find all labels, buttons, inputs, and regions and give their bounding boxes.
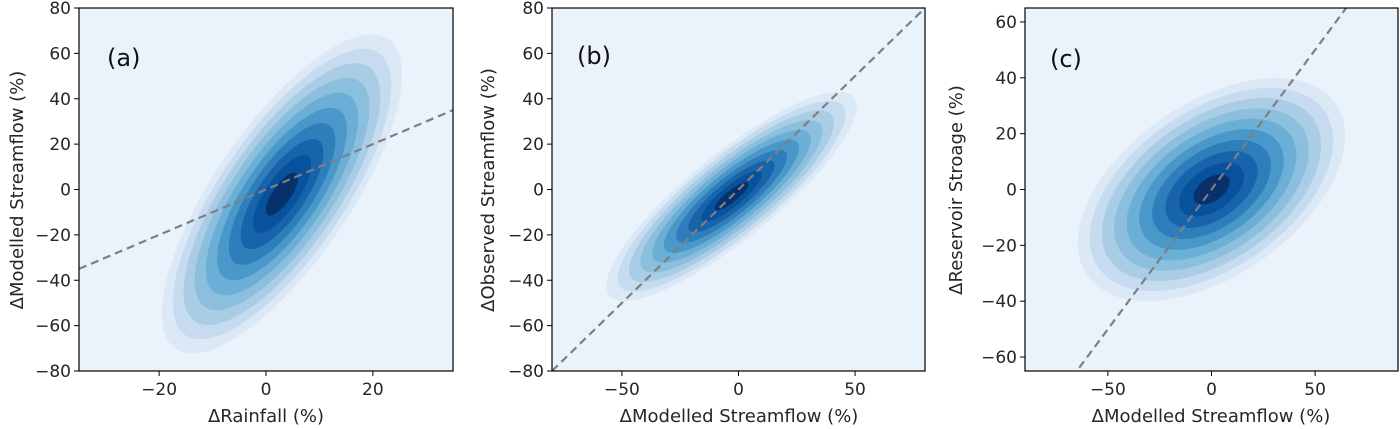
x-axis-label-c: ΔModelled Streamflow (%): [1092, 406, 1331, 427]
reference-line-a: [79, 109, 453, 270]
y-tick-label: 20: [995, 125, 1017, 145]
dashed-line-a: [79, 109, 453, 270]
x-axis-label-b: ΔModelled Streamflow (%): [620, 406, 859, 427]
y-tick-label: 60: [522, 44, 544, 64]
y-tick-label: −40: [508, 271, 544, 291]
y-tick-label: −60: [981, 348, 1017, 368]
y-tick-label: 0: [60, 181, 71, 201]
y-tick-label: −60: [508, 317, 544, 337]
y-tick-label: −20: [508, 226, 544, 246]
y-tick-label: −20: [981, 236, 1017, 256]
x-tick-label: −50: [1090, 380, 1126, 400]
panel-c: −50 0 50 −60 −40 −20 0 20 40 60 (c) ΔModelled St…: [946, 7, 1399, 427]
y-tick-label: −40: [35, 271, 71, 291]
y-tick-label: −40: [981, 292, 1017, 312]
y-tick-label: −80: [508, 362, 544, 382]
y-ticks-a: −80 −60 −40 −20 0 20 40 60 80: [35, 0, 79, 382]
y-tick-label: 0: [1006, 181, 1017, 201]
y-tick-label: 60: [995, 13, 1017, 33]
reference-line-c: [1075, 8, 1348, 371]
y-tick-label: −20: [35, 226, 71, 246]
contour-band-a-10: [265, 172, 299, 216]
y-axis-label-b: ΔObserved Streamflow (%): [478, 68, 499, 312]
y-tick-label: 20: [49, 135, 71, 155]
y-tick-label: 80: [522, 0, 544, 19]
dashed-line-b: [552, 8, 925, 371]
dashed-line-c: [1075, 8, 1348, 371]
density-contours-a: [162, 34, 403, 354]
y-ticks-c: −60 −40 −20 0 20 40 60: [981, 13, 1025, 368]
y-tick-label: −80: [35, 362, 71, 382]
x-tick-label: −50: [604, 380, 640, 400]
panel-a: −20 0 20 −80 −60 −40 −20 0 20 40 60 80 (a) ΔRainfa…: [7, 0, 454, 427]
x-tick-label: 50: [844, 380, 866, 400]
x-tick-label: 20: [362, 380, 384, 400]
x-tick-label: 0: [261, 380, 272, 400]
x-tick-label: 0: [733, 380, 744, 400]
x-tick-label: −20: [141, 380, 177, 400]
panel-label-a: (a): [107, 44, 140, 72]
y-axis-label-a: ΔModelled Streamflow (%): [7, 71, 28, 310]
y-tick-label: 40: [49, 90, 71, 110]
y-axis-label-c: ΔReservoir Stroage (%): [946, 85, 967, 295]
y-ticks-b: −80 −60 −40 −20 0 20 40 60 80: [508, 0, 552, 382]
y-tick-label: 0: [533, 181, 544, 201]
x-ticks-b: −50 0 50: [604, 371, 866, 400]
x-ticks-c: −50 0 50: [1090, 371, 1326, 400]
x-ticks-a: −20 0 20: [141, 371, 384, 400]
panel-label-c: (c): [1050, 45, 1082, 73]
y-tick-label: −60: [35, 317, 71, 337]
x-tick-label: 0: [1206, 380, 1217, 400]
y-tick-label: 40: [995, 69, 1017, 89]
x-axis-label-a: ΔRainfall (%): [208, 406, 324, 427]
y-tick-label: 60: [49, 44, 71, 64]
y-tick-label: 40: [522, 90, 544, 110]
y-tick-label: 20: [522, 135, 544, 155]
y-tick-label: 80: [49, 0, 71, 19]
panel-b: −50 0 50 −80 −60 −40 −20 0 20 40 60 80 (b) ΔModell…: [478, 0, 926, 427]
panel-label-b: (b): [577, 42, 611, 70]
x-tick-label: 50: [1304, 380, 1326, 400]
reference-line-b: [552, 8, 925, 371]
